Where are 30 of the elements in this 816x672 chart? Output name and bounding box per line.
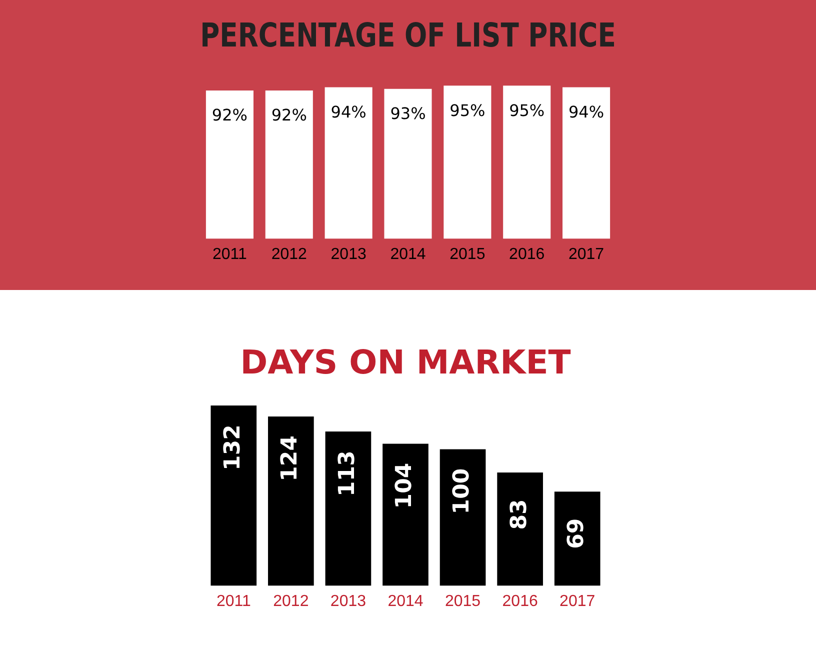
data-label: 95% <box>509 100 545 120</box>
data-label: 124 <box>278 435 303 482</box>
data-label: 94% <box>568 102 604 122</box>
x-tick-label: 2016 <box>509 246 545 263</box>
x-tick-label: 2017 <box>560 592 596 610</box>
data-label: 95% <box>450 100 486 120</box>
x-tick-label: 2013 <box>330 592 366 610</box>
data-label: 132 <box>220 424 246 470</box>
x-tick-label: 2017 <box>568 246 604 263</box>
chart-title: PERCENTAGE OF LIST PRICE <box>200 16 616 56</box>
data-label: 92% <box>212 106 248 125</box>
x-tick-label: 2015 <box>444 592 481 610</box>
chart-title: DAYS ON MARKET <box>240 342 572 382</box>
data-label: 83 <box>506 499 532 530</box>
x-tick-label: 2015 <box>450 246 486 263</box>
x-tick-label: 2013 <box>330 246 366 263</box>
x-tick-label: 2012 <box>273 592 309 610</box>
x-tick-label: 2012 <box>271 246 308 263</box>
data-label: 100 <box>450 468 475 514</box>
data-label: 94% <box>330 102 366 122</box>
data-label: 93% <box>390 104 426 124</box>
data-label: 113 <box>334 450 360 496</box>
x-tick-label: 2014 <box>390 246 426 263</box>
data-label: 69 <box>564 518 590 549</box>
x-tick-label: 2011 <box>216 592 251 610</box>
data-label: 104 <box>392 462 418 509</box>
x-tick-label: 2014 <box>388 592 424 610</box>
data-label: 92% <box>271 106 307 125</box>
x-tick-label: 2016 <box>502 592 538 610</box>
x-tick-label: 2011 <box>212 246 248 263</box>
